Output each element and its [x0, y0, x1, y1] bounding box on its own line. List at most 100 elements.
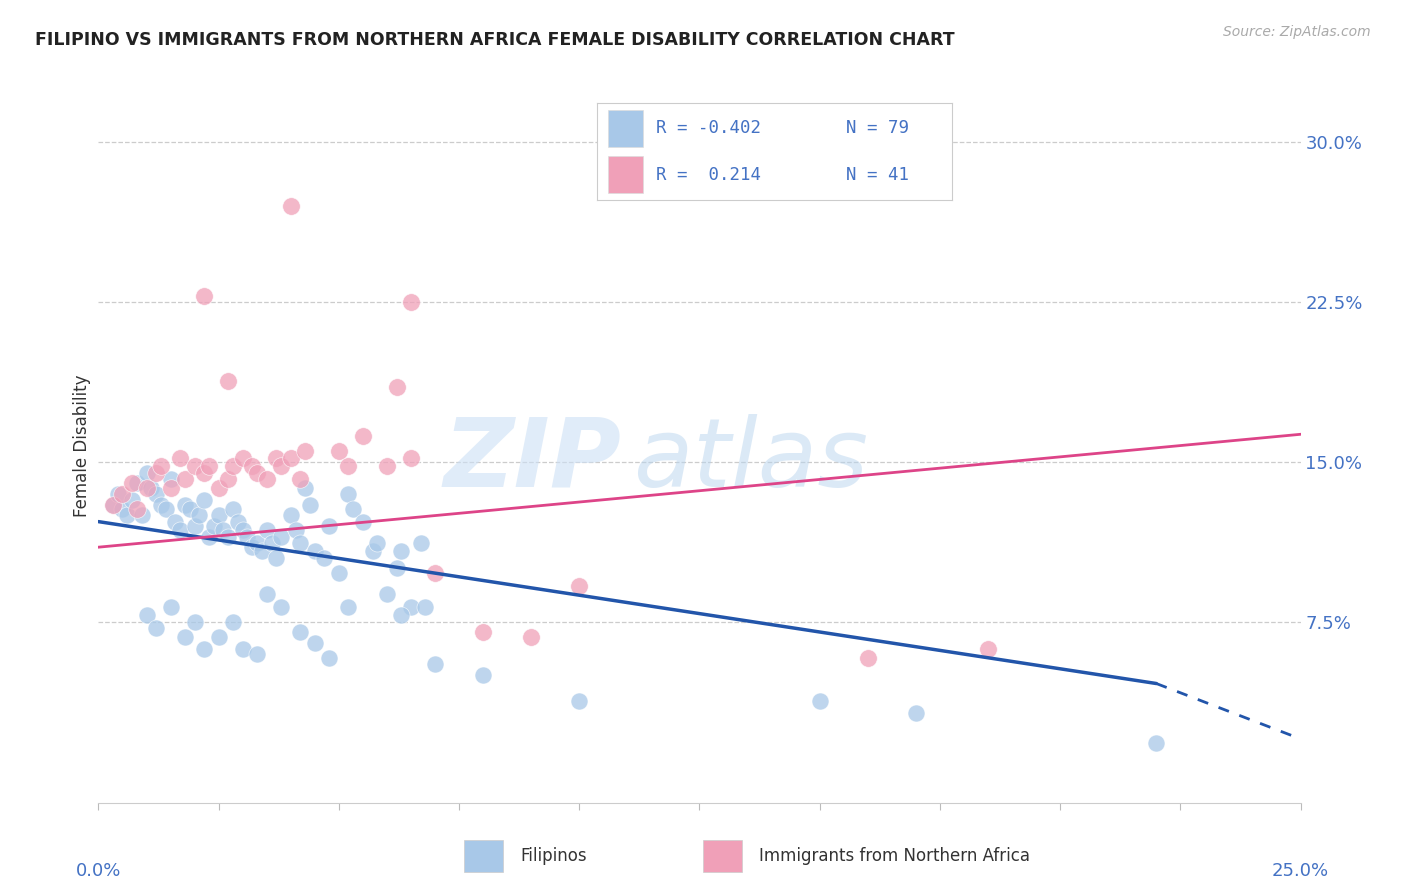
Point	[121, 476, 143, 491]
Point	[270, 599, 292, 614]
Point	[568, 693, 591, 707]
Point	[208, 630, 231, 644]
Point	[472, 668, 495, 682]
Point	[389, 608, 412, 623]
Point	[314, 550, 336, 565]
Point	[198, 529, 221, 543]
Point	[217, 374, 239, 388]
Point	[208, 481, 231, 495]
Point	[361, 544, 384, 558]
Point	[294, 444, 316, 458]
Point	[246, 647, 269, 661]
Point	[193, 642, 215, 657]
Point	[198, 459, 221, 474]
Text: atlas: atlas	[633, 414, 869, 507]
Point	[174, 498, 197, 512]
Text: Filipinos: Filipinos	[520, 847, 586, 865]
Point	[135, 481, 157, 495]
Text: FILIPINO VS IMMIGRANTS FROM NORTHERN AFRICA FEMALE DISABILITY CORRELATION CHART: FILIPINO VS IMMIGRANTS FROM NORTHERN AFR…	[35, 31, 955, 49]
Point	[145, 466, 167, 480]
Point	[193, 289, 215, 303]
Point	[188, 508, 211, 523]
Point	[125, 476, 148, 491]
Point	[159, 472, 181, 486]
Point	[101, 498, 124, 512]
Point	[111, 501, 134, 516]
Text: 0.0%: 0.0%	[76, 863, 121, 880]
Point	[135, 466, 157, 480]
Point	[250, 544, 273, 558]
Point	[298, 498, 321, 512]
Point	[389, 544, 412, 558]
Point	[246, 536, 269, 550]
Point	[183, 615, 205, 629]
Point	[232, 450, 254, 465]
Point	[159, 481, 181, 495]
Point	[385, 561, 408, 575]
Bar	[464, 840, 503, 872]
Point	[169, 450, 191, 465]
Point	[520, 630, 543, 644]
Point	[256, 472, 278, 486]
Point	[280, 199, 302, 213]
Point	[222, 459, 245, 474]
Point	[385, 380, 408, 394]
Point	[337, 459, 360, 474]
Point	[169, 523, 191, 537]
Point	[183, 519, 205, 533]
Point	[399, 450, 422, 465]
Point	[149, 498, 172, 512]
Point	[222, 501, 245, 516]
Point	[145, 487, 167, 501]
Point	[217, 472, 239, 486]
Point	[125, 501, 148, 516]
Text: 25.0%: 25.0%	[1272, 863, 1329, 880]
Point	[304, 636, 326, 650]
Point	[808, 693, 831, 707]
Point	[159, 599, 181, 614]
Point	[145, 621, 167, 635]
Point	[222, 615, 245, 629]
Y-axis label: Female Disability: Female Disability	[73, 375, 91, 517]
Point	[266, 450, 288, 465]
Point	[155, 501, 177, 516]
Point	[337, 599, 360, 614]
Point	[202, 519, 225, 533]
Point	[423, 657, 446, 672]
Point	[226, 515, 249, 529]
Point	[318, 651, 340, 665]
Point	[904, 706, 927, 721]
Point	[236, 529, 259, 543]
Point	[174, 630, 197, 644]
Text: Immigrants from Northern Africa: Immigrants from Northern Africa	[759, 847, 1031, 865]
Point	[328, 566, 350, 580]
Point	[342, 501, 364, 516]
Point	[121, 493, 143, 508]
Point	[217, 529, 239, 543]
Point	[117, 508, 139, 523]
Point	[107, 487, 129, 501]
Point	[131, 508, 153, 523]
Point	[304, 544, 326, 558]
Point	[165, 515, 187, 529]
Point	[290, 625, 312, 640]
Point	[290, 472, 312, 486]
Point	[270, 529, 292, 543]
Point	[280, 450, 302, 465]
Point	[246, 466, 269, 480]
Point	[193, 493, 215, 508]
Point	[232, 642, 254, 657]
Point	[1144, 736, 1167, 750]
Point	[294, 481, 316, 495]
Point	[352, 515, 374, 529]
Bar	[703, 840, 742, 872]
Point	[149, 459, 172, 474]
Point	[208, 508, 231, 523]
Point	[415, 599, 437, 614]
Point	[366, 536, 388, 550]
Point	[409, 536, 432, 550]
Point	[856, 651, 879, 665]
Point	[352, 429, 374, 443]
Point	[568, 578, 591, 592]
Point	[111, 487, 134, 501]
